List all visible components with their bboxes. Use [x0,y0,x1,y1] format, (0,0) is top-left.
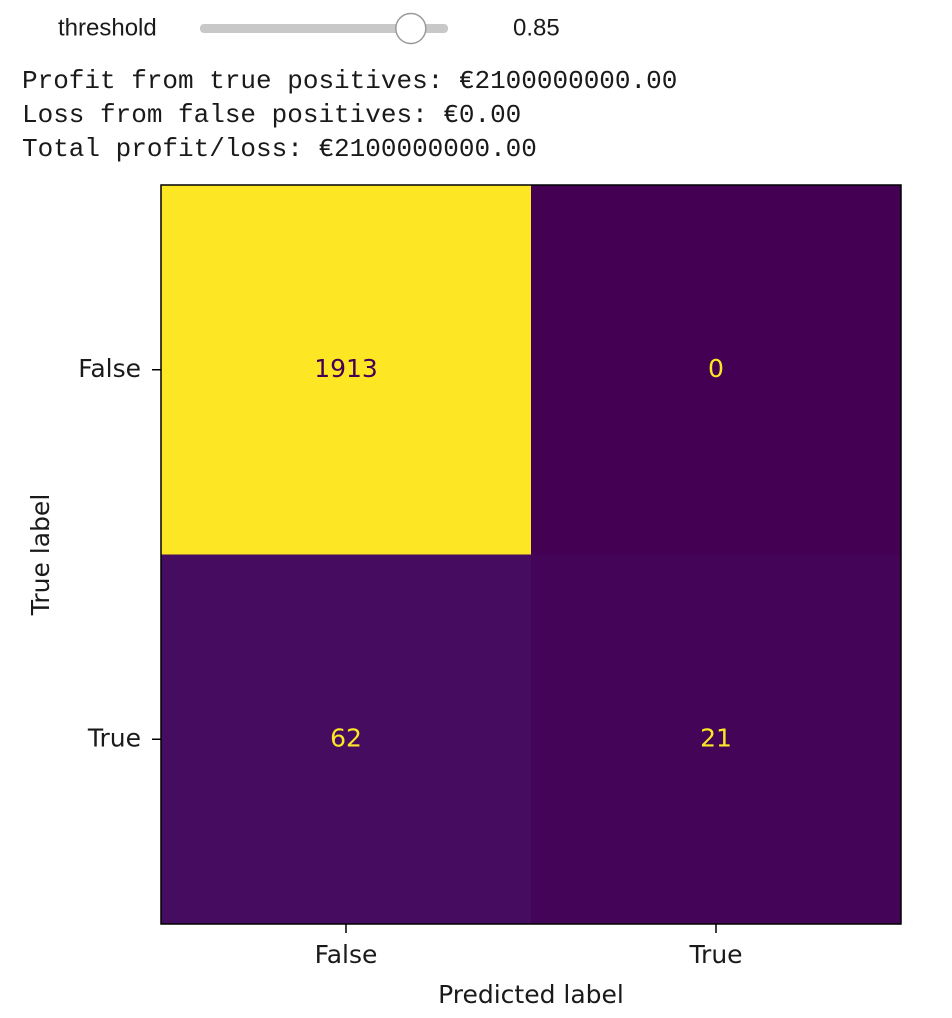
output-line: Total profit/loss: €2100000000.00 [22,134,537,164]
slider-label: threshold [58,14,157,41]
heatmap-cell [531,554,901,924]
slider-thumb[interactable] [395,12,427,45]
cell-label: 0 [708,354,724,383]
heatmap-cell [531,185,901,555]
x-tick-label: False [315,940,378,969]
y-tick-label: True [87,723,141,752]
x-tick-label: True [688,940,742,969]
x-axis-label: Predicted label [438,980,624,1009]
cell-label: 21 [700,723,732,752]
slider-track[interactable] [200,24,448,33]
plot-frame [160,184,902,925]
heatmap-cell [161,185,531,555]
cell-label: 62 [330,723,362,752]
slider-value: 0.85 [513,14,560,41]
output-line: Profit from true positives: €2100000000.… [22,66,677,96]
heatmap-cell [161,554,531,924]
cell-label: 1913 [314,354,378,383]
output-line: Loss from false positives: €0.00 [22,100,521,130]
y-axis-label: True label [26,494,55,617]
y-tick-label: False [78,354,141,383]
